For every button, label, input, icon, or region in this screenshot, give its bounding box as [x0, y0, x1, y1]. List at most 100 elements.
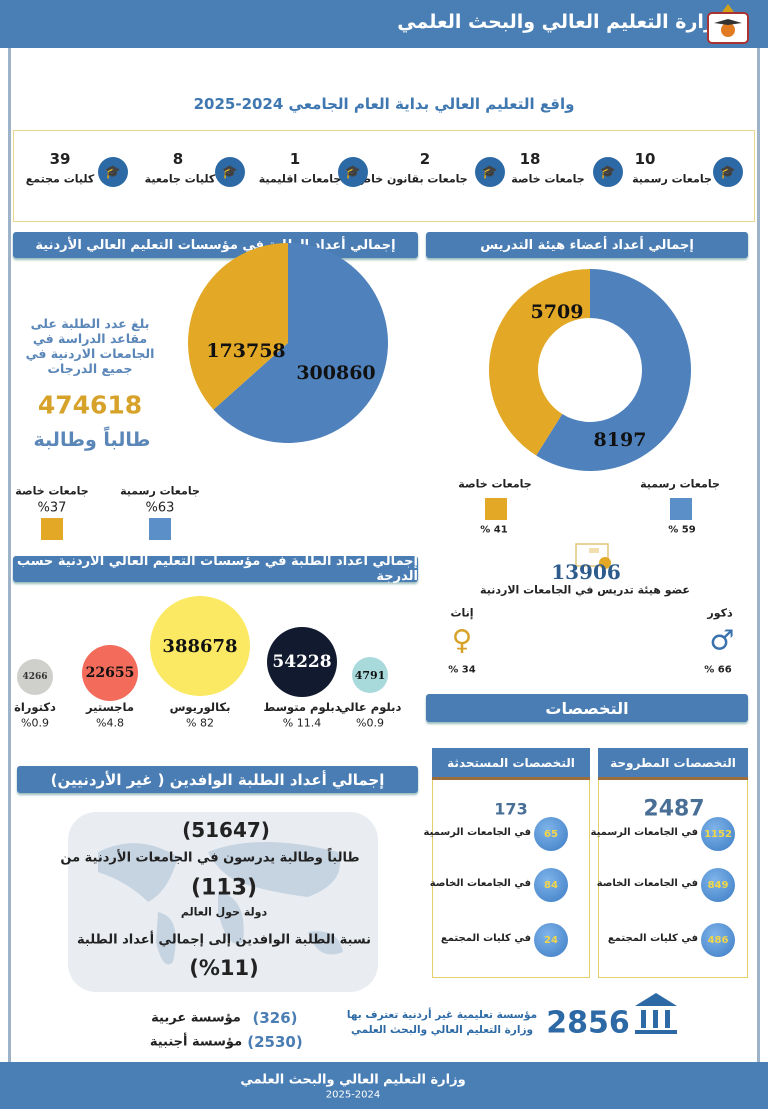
students-legend-private-swatch	[41, 518, 63, 540]
faculty-legend-private-label: جامعات خاصة	[458, 477, 532, 491]
institution-label: جامعات اقليمية	[258, 172, 342, 186]
teacher-board-icon	[575, 543, 611, 569]
specialization-count-circle: 1152	[701, 817, 735, 851]
institution-count: 8	[172, 150, 184, 168]
degree-label: دكتوراة	[14, 700, 56, 714]
male-pct: % 66	[704, 664, 732, 676]
students-legend-public-swatch	[149, 518, 171, 540]
institution-label: كليات مجتمع	[25, 172, 95, 186]
specialization-label: في الجامعات الرسمية	[590, 827, 699, 838]
specializations-header: التخصصات	[426, 694, 748, 722]
specialization-count-circle: 849	[701, 868, 735, 902]
new-total: 173	[494, 799, 528, 819]
institution-count: 10	[634, 150, 656, 168]
public-slice-label: 8197	[594, 429, 647, 451]
public-slice	[213, 243, 388, 443]
arab-count: (326)	[252, 1009, 298, 1027]
offered-header: التخصصات المطروحة	[598, 748, 748, 780]
specialization-label: في كليات المجتمع	[607, 933, 698, 944]
institution-count: 39	[49, 150, 71, 168]
degree-pct: %0.9	[356, 716, 384, 730]
faculty-legend-public-label: جامعات رسمية	[640, 477, 720, 491]
recognized-line1: مؤسسة تعليمية غير أردنية تعترف بها	[346, 1009, 538, 1021]
degree-pct: % 82	[186, 716, 214, 730]
institution-count: 1	[289, 150, 301, 168]
new-specializations-box: التخصصات المستحدثة 173	[432, 748, 590, 978]
arab-label: مؤسسة عربية	[151, 1010, 241, 1026]
foreign-line2: دولة حول العالم	[180, 905, 268, 919]
degree-pct: %0.9	[21, 716, 49, 730]
degrees-header: إجمالي أعداد الطلبة في مؤسسات التعليم ال…	[13, 554, 418, 584]
students-legend-private-label: جامعات خاصة	[15, 484, 89, 498]
foreign-countries: (113)	[190, 875, 258, 901]
frame-right	[757, 48, 760, 1062]
female-label: إناث	[450, 606, 474, 620]
public-slice-label: 300860	[296, 362, 375, 384]
foreign-ratio: (%11)	[189, 956, 259, 980]
degree-bubble: 54228	[267, 627, 337, 697]
institutions-box	[13, 130, 755, 222]
female-icon: ♀	[451, 623, 473, 657]
institution-count: 2	[419, 150, 431, 168]
faculty-total-label: عضو هيئة تدريس في الجامعات الاردنية	[480, 583, 690, 597]
offered-total: 2487	[643, 796, 705, 822]
female-pct: % 34	[448, 664, 476, 676]
specialization-count-circle: 24	[534, 923, 568, 957]
world-map-panel	[68, 812, 378, 992]
students-total: 474618	[37, 390, 143, 420]
private-slice	[489, 269, 590, 456]
students-text: بلغ عدد الطلبة على مقاعد الدراسة في الجا…	[20, 316, 160, 376]
institution-label: جامعات رسمية	[632, 172, 712, 186]
institution-building-icon	[635, 993, 677, 1034]
students-text-line: مقاعد الدراسة في	[32, 331, 148, 346]
specialization-label: في كليات المجتمع	[440, 933, 531, 944]
foreign-line3: نسبة الطلبة الوافدين إلى إجمالي أعداد ال…	[77, 932, 371, 948]
coat-of-arms-logo	[707, 4, 749, 44]
students-total-unit: طالباً وطالبة	[33, 429, 151, 451]
private-slice	[188, 243, 288, 410]
graduation-cap-icon: 🎓	[215, 157, 245, 187]
degree-label: بكالوريوس	[169, 700, 231, 714]
private-slice-label: 5709	[531, 301, 584, 323]
degree-bubble: 4266	[17, 659, 53, 695]
institution-label: كليات جامعية	[144, 172, 216, 186]
footer-year: 2025-2024	[325, 1089, 381, 1101]
institution-label: جامعات بقانون خاص	[356, 172, 468, 186]
faculty-header: إجمالي أعداد أعضاء هيئة التدريس	[426, 232, 748, 258]
public-slice	[536, 269, 691, 471]
students-text-line: بلغ عدد الطلبة على	[30, 316, 150, 331]
recognized-line2: وزارة التعليم العالي والبحث العلمي	[350, 1024, 534, 1036]
students-text-line: جميع الدرجات	[47, 361, 133, 376]
foreign-inst-count: (2530)	[247, 1033, 303, 1051]
specialization-count-circle: 84	[534, 868, 568, 902]
degree-bubble: 4791	[352, 657, 388, 693]
students-legend-public-pct: %63	[145, 500, 175, 516]
graduation-cap-icon: 🎓	[338, 157, 368, 187]
specialization-label: في الجامعات الخاصة	[596, 878, 698, 889]
degree-label: دبلوم عالي	[338, 700, 402, 714]
graduation-cap-icon: 🎓	[475, 157, 505, 187]
male-icon: ♂	[709, 623, 735, 657]
degree-bubble: 22655	[82, 645, 138, 701]
institution-count: 18	[519, 150, 541, 168]
graduation-cap-icon: 🎓	[593, 157, 623, 187]
header-title: وزارة التعليم العالي والبحث العلمي	[397, 11, 727, 33]
private-slice-label: 173758	[206, 340, 285, 362]
students-legend-private-pct: %37	[37, 500, 67, 516]
new-header: التخصصات المستحدثة	[432, 748, 590, 780]
students-header: إجمالي أعداد الطلبة في مؤسسات التعليم ال…	[13, 232, 418, 258]
graduation-cap-icon: 🎓	[98, 157, 128, 187]
degree-label: ماجستير	[86, 700, 134, 714]
header: وزارة التعليم العالي والبحث العلمي	[0, 0, 768, 48]
foreign-inst-label: مؤسسة أجنبية	[149, 1034, 243, 1050]
degree-pct: % 11.4	[282, 716, 322, 730]
frame-left	[8, 48, 11, 1062]
male-label: ذكور	[707, 606, 733, 620]
degree-bubble: 388678	[150, 596, 250, 696]
specialization-count-circle: 486	[701, 923, 735, 957]
page-subtitle: واقع التعليم العالي بداية العام الجامعي …	[193, 95, 575, 113]
specialization-label: في الجامعات الخاصة	[429, 878, 531, 889]
students-text-line: الجامعات الاردنية في	[25, 346, 155, 361]
students-legend-public-label: جامعات رسمية	[120, 484, 200, 498]
foreign-count: (51647)	[182, 818, 270, 842]
